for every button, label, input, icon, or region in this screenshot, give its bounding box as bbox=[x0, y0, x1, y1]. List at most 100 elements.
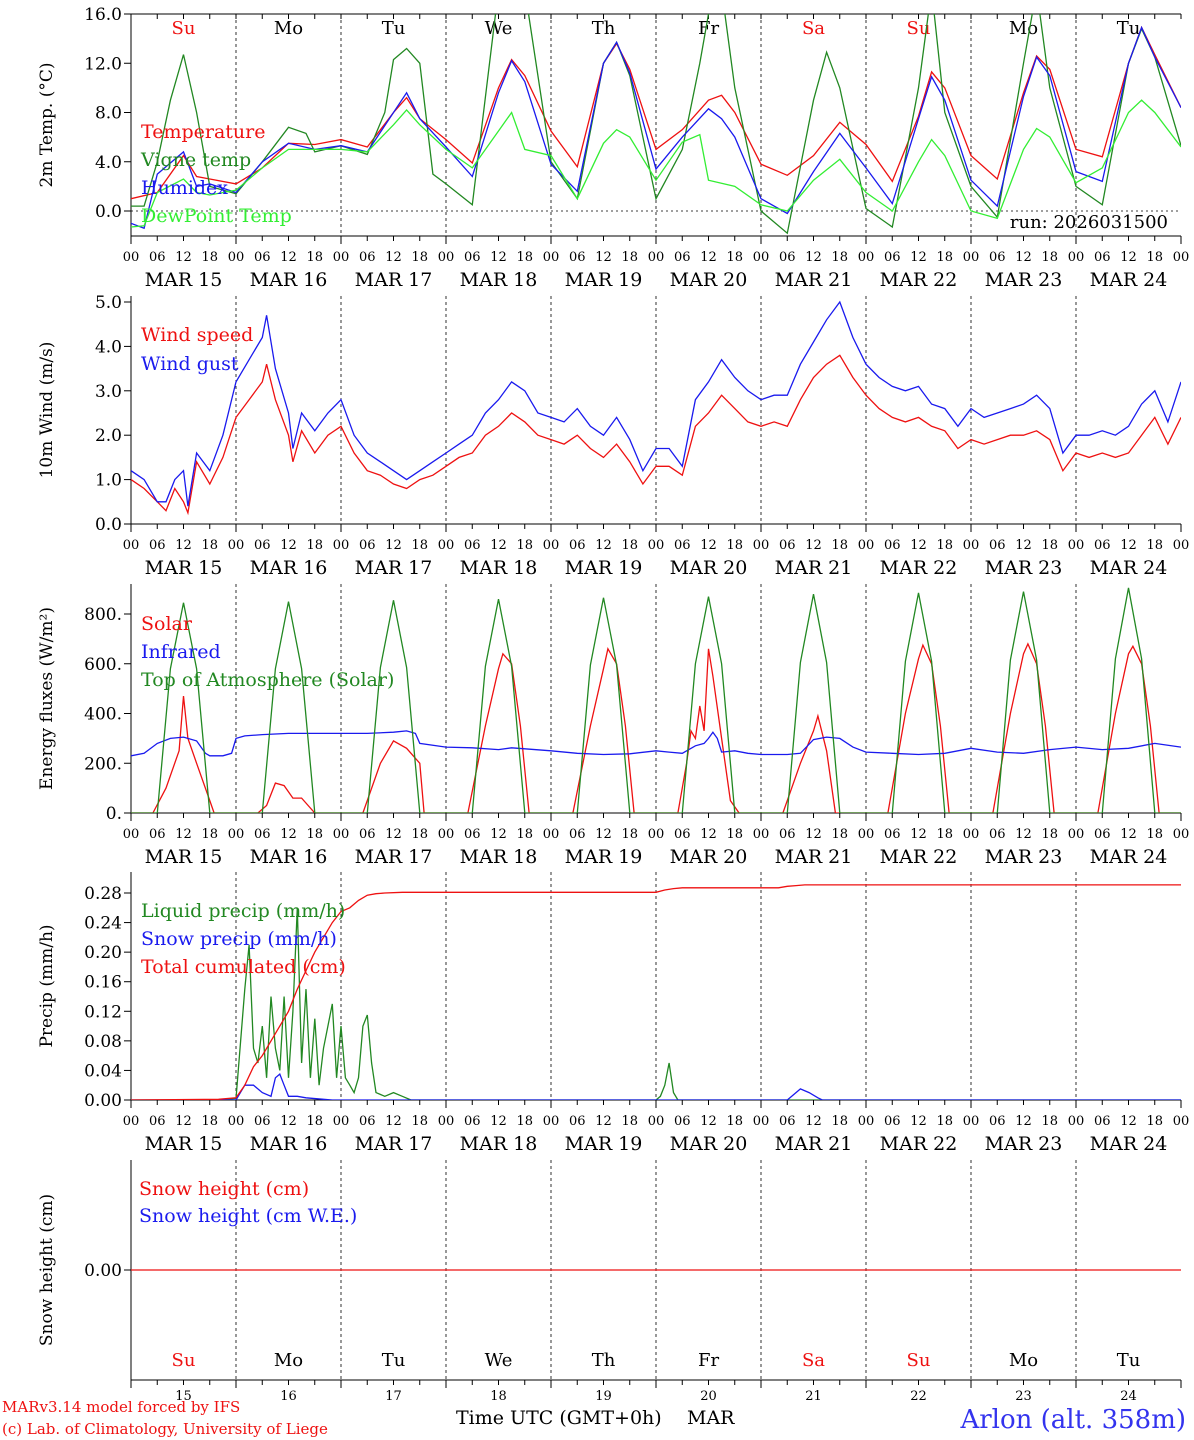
y-tick-label: 0.04 bbox=[84, 1061, 122, 1081]
hour-tick-label: 18 bbox=[831, 538, 848, 553]
hour-tick-label: 00 bbox=[858, 250, 875, 265]
hour-tick-label: 06 bbox=[989, 1114, 1006, 1129]
hour-tick-label: 12 bbox=[490, 1114, 507, 1129]
hour-tick-label: 18 bbox=[411, 827, 428, 842]
y-tick-label: 16.0 bbox=[84, 5, 122, 25]
hour-tick-label: 00 bbox=[123, 538, 140, 553]
y-tick-label: 8.0 bbox=[95, 104, 122, 124]
hour-tick-label: 00 bbox=[228, 827, 245, 842]
date-label: MAR 16 bbox=[250, 269, 328, 291]
hour-tick-label: 18 bbox=[516, 1114, 533, 1129]
hour-tick-label: 18 bbox=[1146, 827, 1163, 842]
hour-tick-label: 06 bbox=[779, 250, 796, 265]
hour-tick-label: 06 bbox=[779, 1114, 796, 1129]
hour-tick-label: 00 bbox=[753, 250, 770, 265]
weekday-label: Tu bbox=[382, 18, 406, 39]
hour-tick-label: 12 bbox=[1120, 827, 1137, 842]
hour-tick-label: 00 bbox=[333, 250, 350, 265]
hour-tick-label: 12 bbox=[805, 827, 822, 842]
series-line-total-cumulated-cm bbox=[131, 884, 1181, 1100]
y-axis-label: Snow height (cm) bbox=[37, 1194, 57, 1346]
hour-tick-label: 00 bbox=[1068, 827, 1085, 842]
weekday-label: Mo bbox=[274, 1350, 303, 1371]
date-label: MAR 20 bbox=[670, 846, 748, 868]
panel-wind: 0.0 1.0 2.0 3.0 4.0 5.0 10m Wind (m/s) 00 06 12 18… bbox=[37, 293, 1189, 579]
hour-tick-label: 00 bbox=[648, 827, 665, 842]
y-axis-label: 10m Wind (m/s) bbox=[37, 342, 57, 479]
weekday-label: Fr bbox=[698, 18, 719, 39]
hour-tick-label: 12 bbox=[1120, 250, 1137, 265]
y-tick-label: 4.0 bbox=[95, 337, 122, 357]
hour-tick-label: 18 bbox=[936, 1114, 953, 1129]
run-label: run: 2026031500 bbox=[1010, 212, 1168, 233]
day-number-label: 21 bbox=[805, 1389, 822, 1404]
hour-tick-label: 06 bbox=[359, 250, 376, 265]
weekday-label: Th bbox=[592, 18, 616, 39]
hour-tick-label: 00 bbox=[648, 250, 665, 265]
hour-tick-label: 18 bbox=[411, 538, 428, 553]
hour-tick-label: 06 bbox=[569, 1114, 586, 1129]
hour-tick-label: 06 bbox=[779, 827, 796, 842]
hour-tick-label: 18 bbox=[1041, 1114, 1058, 1129]
y-axis-label: Energy fluxes (W/m²) bbox=[37, 607, 57, 790]
date-label: MAR 21 bbox=[775, 557, 853, 579]
date-label: MAR 15 bbox=[145, 846, 223, 868]
hour-tick-label: 00 bbox=[858, 1114, 875, 1129]
hour-tick-label: 06 bbox=[674, 1114, 691, 1129]
hour-tick-label: 00 bbox=[1173, 538, 1190, 553]
date-label: MAR 16 bbox=[250, 846, 328, 868]
legend-entry: Humidex bbox=[141, 177, 228, 199]
legend-entry: Wind speed bbox=[141, 324, 253, 346]
hour-tick-label: 00 bbox=[438, 250, 455, 265]
hour-tick-label: 12 bbox=[490, 827, 507, 842]
footer-copyright-line: (c) Lab. of Climatology, University of L… bbox=[2, 1420, 328, 1438]
date-label: MAR 16 bbox=[250, 557, 328, 579]
hour-tick-label: 06 bbox=[1094, 1114, 1111, 1129]
weekday-label: Tu bbox=[1117, 1350, 1141, 1371]
hour-tick-label: 12 bbox=[595, 1114, 612, 1129]
x-axis-title: Time UTC (GMT+0h) bbox=[456, 1407, 662, 1429]
hour-tick-label: 18 bbox=[411, 1114, 428, 1129]
hour-tick-label: 06 bbox=[989, 250, 1006, 265]
hour-tick-label: 06 bbox=[989, 827, 1006, 842]
day-number-label: 16 bbox=[280, 1389, 297, 1404]
panel-energy: 0. 200. 400. 600. 800. Energy fluxes (W/m²) 00… bbox=[37, 584, 1189, 868]
date-label: MAR 19 bbox=[565, 557, 643, 579]
hour-tick-label: 06 bbox=[149, 538, 166, 553]
hour-tick-label: 18 bbox=[201, 827, 218, 842]
date-label: MAR 17 bbox=[355, 557, 433, 579]
hour-tick-label: 18 bbox=[726, 827, 743, 842]
y-tick-label: 2.0 bbox=[95, 426, 122, 446]
hour-tick-label: 12 bbox=[1015, 538, 1032, 553]
hour-tick-label: 12 bbox=[490, 538, 507, 553]
y-tick-label: 12.0 bbox=[84, 54, 122, 74]
hour-tick-label: 18 bbox=[201, 250, 218, 265]
legend-entry: Snow height (cm) bbox=[139, 1178, 309, 1200]
hour-tick-label: 18 bbox=[411, 250, 428, 265]
hour-tick-label: 06 bbox=[464, 1114, 481, 1129]
hour-tick-label: 12 bbox=[595, 250, 612, 265]
legend-entry: Snow precip (mm/h) bbox=[141, 928, 337, 950]
legend-entry: Top of Atmosphere (Solar) bbox=[141, 669, 394, 691]
hour-tick-label: 00 bbox=[753, 538, 770, 553]
hour-tick-label: 00 bbox=[1068, 250, 1085, 265]
series-line-infrared bbox=[131, 730, 1181, 757]
day-number-label: 24 bbox=[1120, 1389, 1137, 1404]
hour-tick-label: 12 bbox=[1120, 538, 1137, 553]
hour-tick-label: 18 bbox=[516, 538, 533, 553]
date-label: MAR 18 bbox=[460, 1133, 538, 1155]
hour-tick-label: 12 bbox=[700, 1114, 717, 1129]
hour-tick-label: 12 bbox=[595, 827, 612, 842]
x-axis-month: MAR bbox=[687, 1407, 735, 1429]
y-tick-label: 0.24 bbox=[84, 914, 122, 934]
legend-entry: Vigne temp bbox=[140, 149, 251, 171]
panel-snow: 0.00 Snow height (cm) Su Mo Tu We Th Fr Sa Su Mo Tu… bbox=[37, 1160, 1182, 1404]
date-label: MAR 22 bbox=[880, 846, 958, 868]
series-line-snow-precip-mm-h bbox=[131, 1073, 1181, 1100]
hour-tick-label: 12 bbox=[385, 827, 402, 842]
hour-tick-label: 18 bbox=[621, 538, 638, 553]
hour-tick-label: 06 bbox=[569, 538, 586, 553]
hour-tick-label: 18 bbox=[831, 250, 848, 265]
y-tick-label: 0. bbox=[106, 804, 122, 824]
hour-tick-label: 06 bbox=[779, 538, 796, 553]
